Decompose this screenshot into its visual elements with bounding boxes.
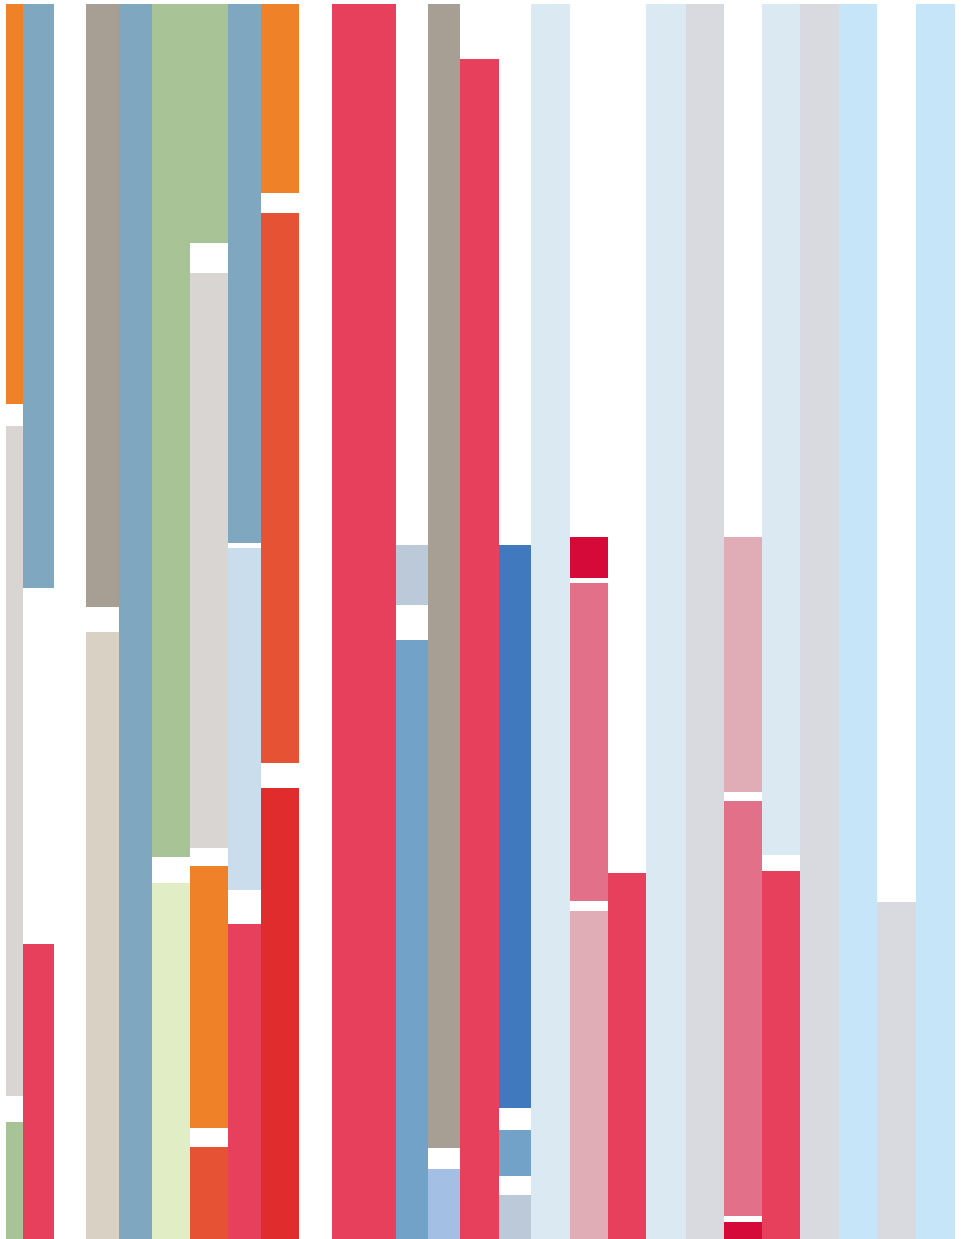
stripe-19-segment-3 bbox=[724, 1222, 762, 1239]
stripe-8-segment-3 bbox=[261, 788, 299, 1239]
stripe-6-segment-3 bbox=[190, 866, 228, 1128]
stripe-10-segment-2 bbox=[396, 640, 428, 1239]
stripe-1-segment-1 bbox=[6, 4, 23, 404]
stripe-1-segment-2 bbox=[6, 426, 23, 1096]
stripe-16-segment-1 bbox=[608, 873, 646, 1239]
stripe-13-segment-3 bbox=[499, 1195, 531, 1239]
stripe-20-segment-2 bbox=[762, 871, 800, 1239]
stripe-2-segment-1 bbox=[23, 4, 54, 588]
stripe-19-segment-2 bbox=[724, 801, 762, 1216]
stripe-7-segment-1 bbox=[228, 4, 261, 543]
stripe-9-segment-1 bbox=[332, 4, 396, 1239]
stripe-15-segment-2 bbox=[570, 583, 608, 901]
stripe-6-segment-2 bbox=[190, 273, 228, 848]
stripe-11-segment-1 bbox=[428, 4, 460, 1148]
stripe-1-segment-3 bbox=[6, 1122, 23, 1239]
stripe-5-segment-1 bbox=[152, 4, 190, 857]
stripe-15-segment-1 bbox=[570, 537, 608, 578]
stripe-19-segment-1 bbox=[724, 537, 762, 792]
stripe-20-segment-1 bbox=[762, 4, 800, 855]
stripe-4-segment-1 bbox=[119, 4, 152, 1239]
stripe-13-segment-1 bbox=[499, 545, 531, 1108]
stripe-5-segment-2 bbox=[152, 883, 190, 1239]
stripe-12-segment-1 bbox=[460, 59, 499, 1239]
stripe-3-segment-1 bbox=[86, 4, 119, 607]
stripe-15-segment-3 bbox=[570, 911, 608, 1239]
stripe-8-segment-1 bbox=[261, 4, 299, 193]
stripe-17-segment-1 bbox=[646, 4, 686, 1239]
stripe-8-segment-2 bbox=[261, 213, 299, 763]
stripe-6-segment-1 bbox=[190, 4, 228, 243]
stripe-3-segment-2 bbox=[86, 632, 119, 1239]
stripe-13-segment-2 bbox=[499, 1130, 531, 1176]
stripe-2-segment-2 bbox=[23, 944, 54, 1239]
stripe-18-segment-1 bbox=[686, 4, 724, 1239]
stripe-7-segment-2 bbox=[228, 548, 261, 890]
stripe-23-segment-1 bbox=[877, 902, 916, 1239]
stripe-22-segment-1 bbox=[839, 4, 877, 1239]
stripe-21-segment-1 bbox=[800, 4, 839, 1239]
stripe-6-segment-4 bbox=[190, 1147, 228, 1239]
stripe-24-segment-1 bbox=[916, 4, 955, 1239]
stripe-7-segment-3 bbox=[228, 924, 261, 1239]
stripe-11-segment-2 bbox=[428, 1169, 460, 1239]
stripe-14-segment-1 bbox=[531, 4, 570, 1239]
stripe-10-segment-1 bbox=[396, 545, 428, 605]
